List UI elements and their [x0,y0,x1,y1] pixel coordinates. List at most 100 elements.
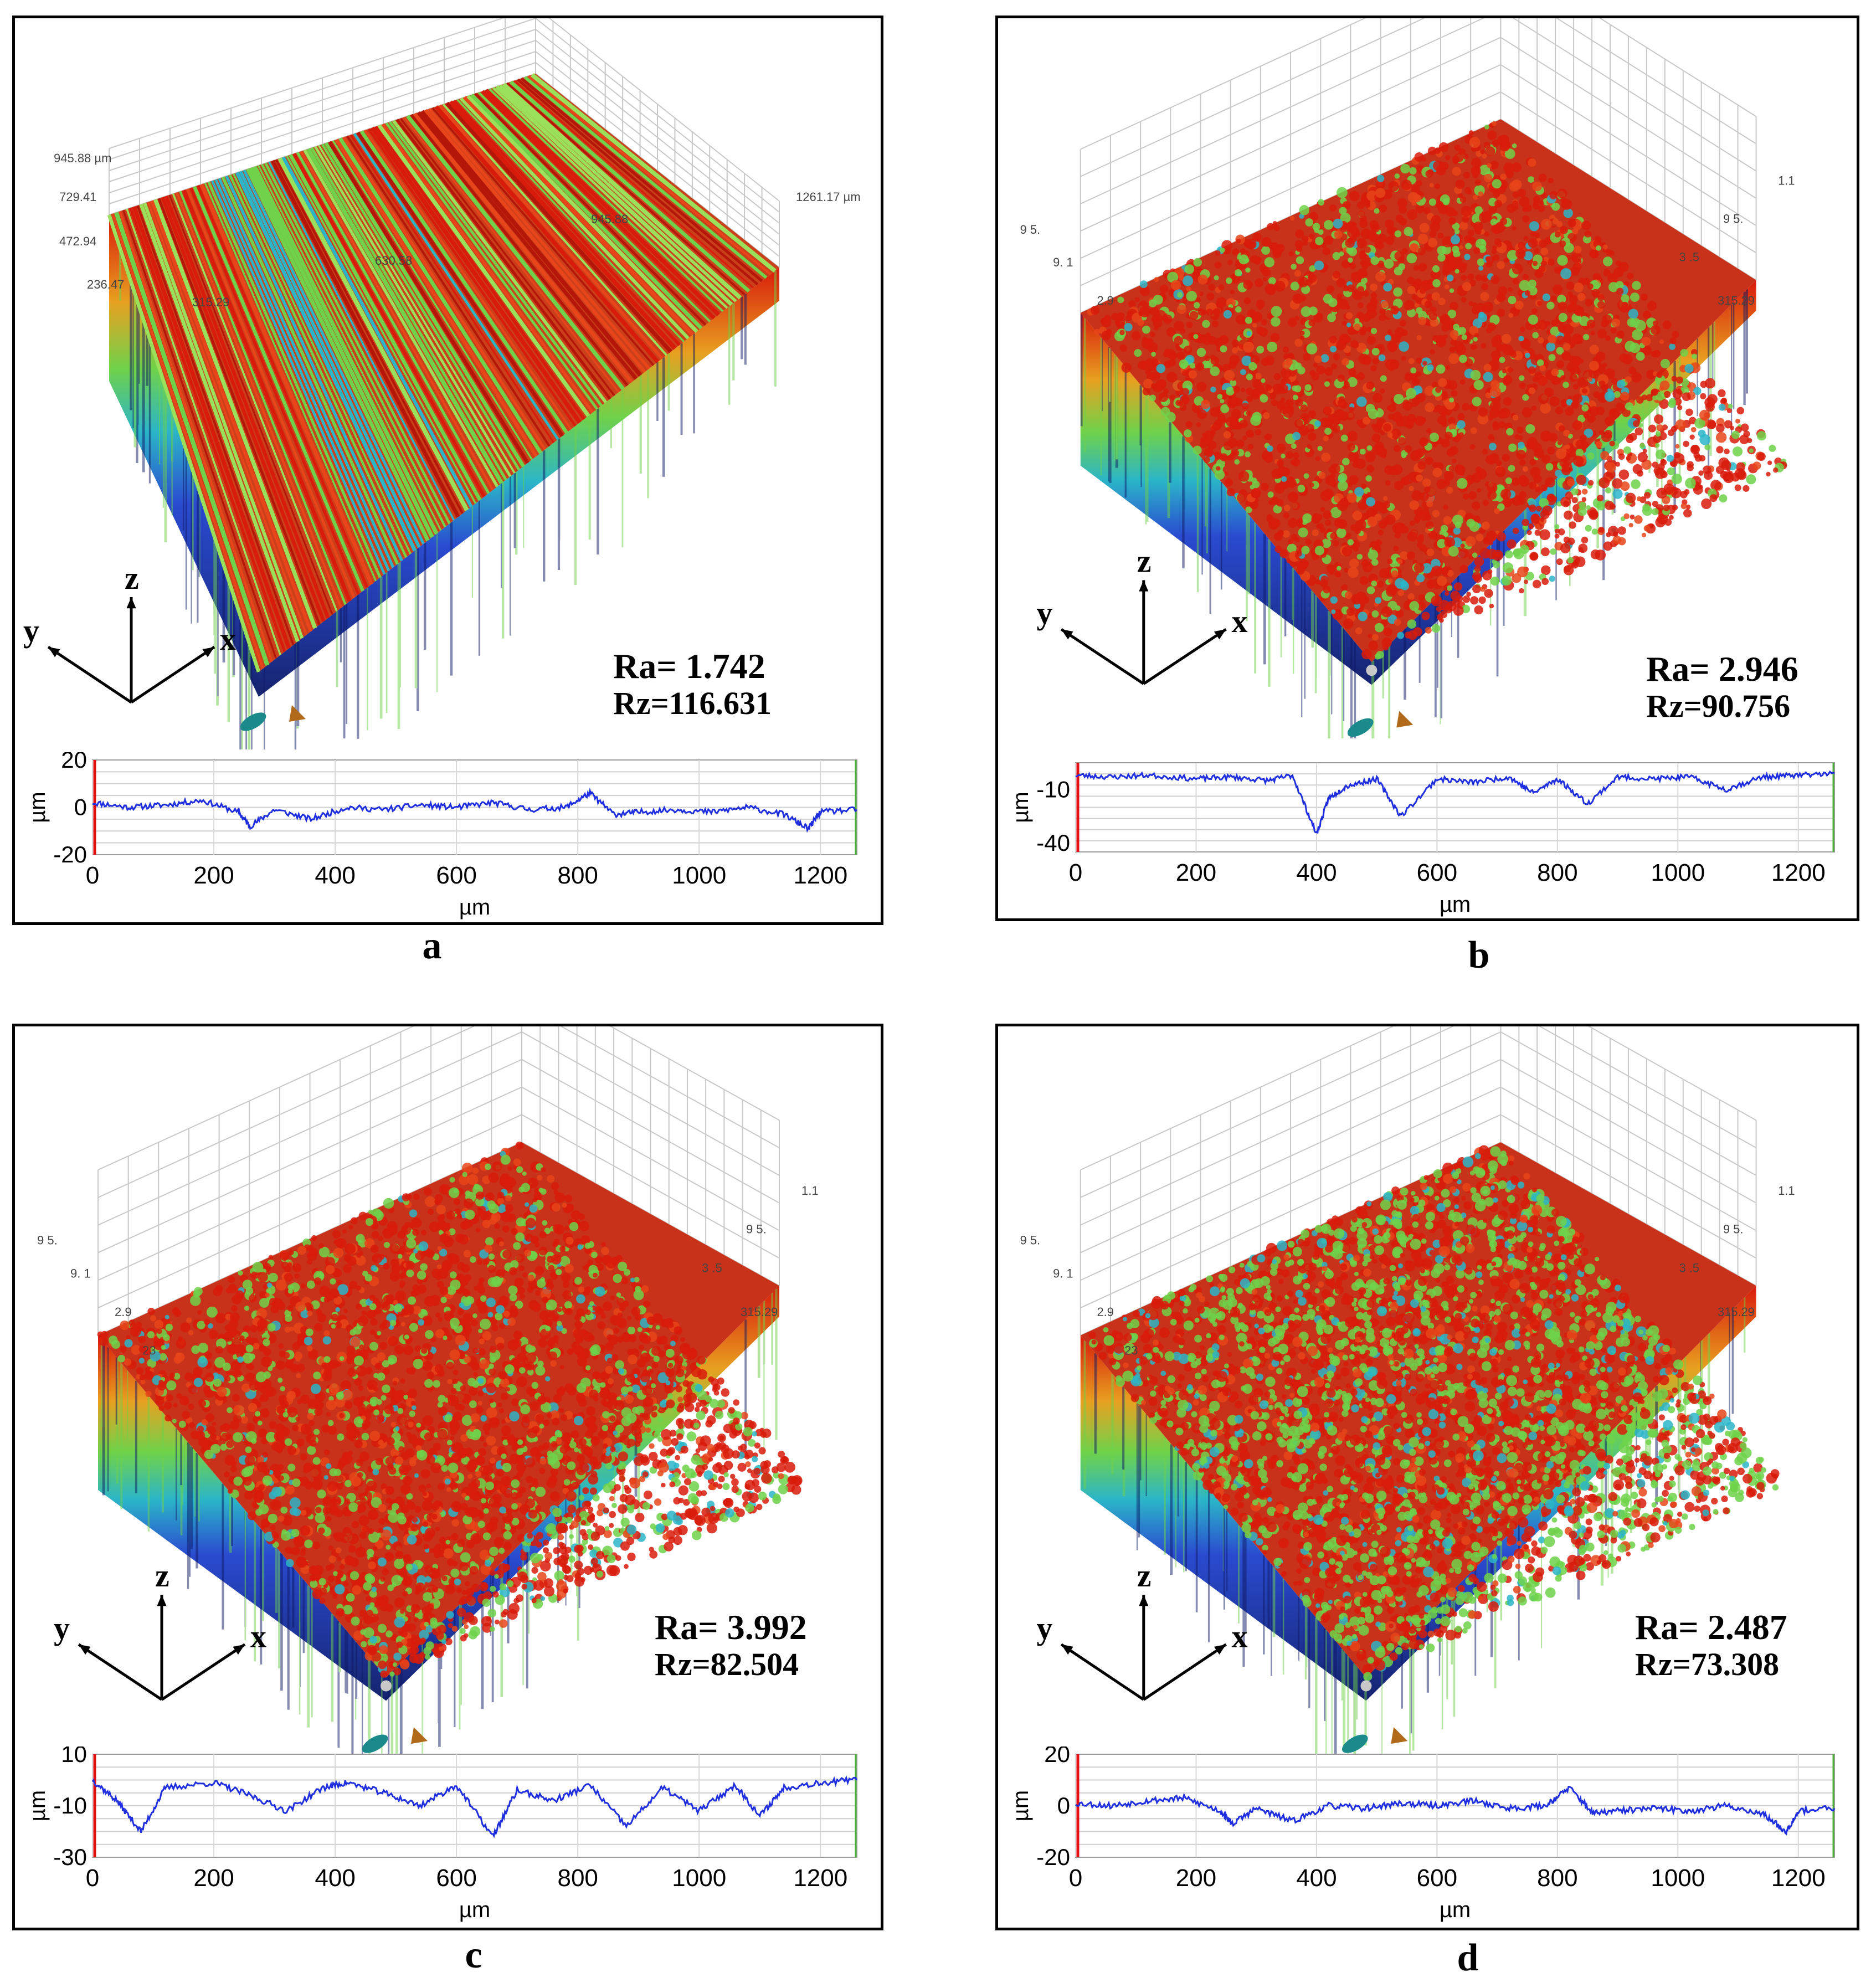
texture-spot [1149,394,1156,402]
texture-spot [1605,335,1611,341]
texture-spot [1531,405,1537,411]
texture-spot [1148,299,1157,307]
texture-spot [1756,431,1767,441]
texture-spot [1224,370,1235,381]
texture-spot [1341,584,1348,591]
texture-spot [1292,452,1299,459]
texture-spot [1427,364,1434,371]
texture-spot [1309,265,1316,272]
texture-spot [1250,415,1261,426]
texture-spot [1627,318,1636,327]
texture-spot [733,1399,739,1406]
texture-spot [1490,576,1500,586]
texture-spot [455,1334,466,1346]
texture-spot [1425,514,1432,521]
texture-spot [579,1221,589,1231]
texture-spot [1444,537,1456,548]
texture-spot [358,1409,366,1416]
texture-spot [1604,500,1614,510]
texture-spot [1528,314,1539,325]
texture-spot [1374,208,1380,214]
texture-spot [1446,601,1457,612]
texture-spot [1268,242,1276,249]
texture-spot [1255,373,1262,379]
texture-spot [1385,219,1394,229]
texture-spot [1640,293,1648,301]
texture-spot [1366,465,1375,473]
groove [172,193,338,612]
texture-spot [1301,306,1312,317]
texture-spot [1222,418,1227,423]
texture-spot [1528,279,1536,288]
surface-tick-label: 9. 1 [1053,255,1073,269]
texture-spot [1563,343,1571,351]
texture-spot [291,1529,300,1538]
texture-spot [1471,157,1482,168]
texture-spot [1255,279,1263,287]
x-tick-label: 600 [1417,859,1457,886]
texture-spot [1206,292,1215,301]
texture-spot [1477,258,1485,266]
texture-spot [451,1519,460,1527]
texture-spot [1271,496,1279,504]
groove [456,99,685,343]
texture-spot [552,1203,561,1212]
texture-spot [610,1315,621,1326]
texture-spot [1546,342,1556,352]
texture-spot [1362,596,1370,604]
texture-spot [1616,330,1625,339]
texture-spot [1316,523,1321,529]
texture-spot [253,1343,260,1349]
texture-spot [1491,336,1502,347]
texture-spot [1470,427,1477,434]
groove [111,213,265,669]
texture-spot [422,1500,433,1511]
texture-spot [287,1463,296,1472]
texture-spot [1606,249,1612,256]
texture-spot [1462,282,1472,291]
texture-spot [1549,576,1555,582]
texture-spot [261,1437,268,1445]
texture-spot [607,1358,613,1364]
texture-spot [1512,200,1519,207]
texture-spot [1502,562,1514,573]
texture-spot [1495,466,1506,477]
texture-spot [1598,380,1606,388]
texture-spot [1472,166,1481,176]
texture-spot [414,1345,422,1352]
texture-spot [351,1616,360,1626]
texture-spot [1444,284,1450,290]
texture-spot [1656,487,1667,499]
texture-spot [1707,394,1718,405]
texture-spot [1448,353,1459,364]
texture-spot [1438,618,1444,623]
texture-spot [1142,325,1150,334]
texture-spot [1468,130,1474,136]
texture-spot [1490,350,1501,360]
texture-spot [1574,306,1585,316]
texture-spot [437,1246,442,1251]
texture-spot [1268,277,1276,285]
texture-spot [450,1568,460,1578]
texture-spot [1346,492,1357,503]
texture-spot [1567,304,1574,310]
texture-spot [1090,306,1099,315]
surface-tick-label: 9 5. [1723,212,1743,225]
groove [359,130,568,434]
texture-spot [1290,281,1299,291]
texture-spot [594,1255,603,1264]
texture-spot [1347,430,1358,441]
texture-spot [498,1323,506,1329]
texture-spot [1427,169,1434,175]
texture-spot [1524,352,1530,358]
texture-spot [1612,478,1623,489]
texture-spot [1358,210,1365,218]
texture-spot [328,1426,337,1435]
texture-spot [491,1213,501,1222]
texture-spot [1309,242,1318,250]
texture-spot [1405,388,1417,399]
texture-spot [472,1167,479,1174]
texture-spot [1220,404,1230,413]
texture-spot [1371,433,1381,443]
texture-spot [1409,167,1417,175]
